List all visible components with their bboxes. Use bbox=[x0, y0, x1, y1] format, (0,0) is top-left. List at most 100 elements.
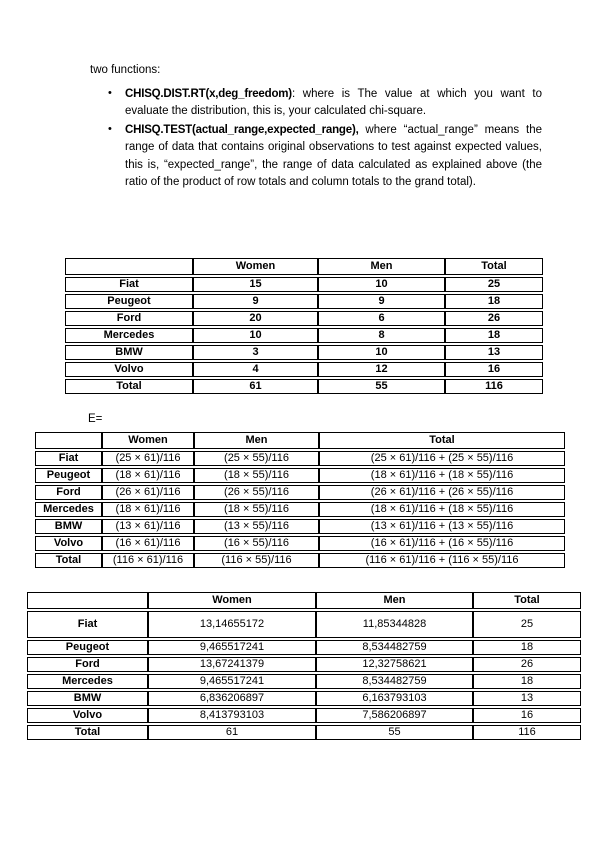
header-cell-men: Men bbox=[316, 592, 473, 609]
header-cell-men: Men bbox=[318, 258, 445, 275]
table-cell: (116 × 55)/116 bbox=[194, 553, 319, 568]
header-cell-total: Total bbox=[319, 432, 565, 449]
table-row: Peugeot 9 9 18 bbox=[65, 294, 543, 309]
header-cell bbox=[65, 258, 193, 275]
row-label: Fiat bbox=[65, 277, 193, 292]
table-cell: (18 × 55)/116 bbox=[194, 502, 319, 517]
function-list: • CHISQ.DIST.RT(x,deg_freedom): where is … bbox=[90, 86, 542, 192]
table-cell: 116 bbox=[473, 725, 581, 740]
table-cell: (116 × 61)/116 bbox=[102, 553, 194, 568]
header-cell-men: Men bbox=[194, 432, 319, 449]
table-cell: 10 bbox=[318, 345, 445, 360]
table-cell: (18 × 55)/116 bbox=[194, 468, 319, 483]
table-cell: 10 bbox=[318, 277, 445, 292]
table-row: BMW 3 10 13 bbox=[65, 345, 543, 360]
row-label: Fiat bbox=[27, 611, 148, 638]
table-cell: 116 bbox=[445, 379, 543, 394]
table-cell: 16 bbox=[473, 708, 581, 723]
table-row: Ford 20 6 26 bbox=[65, 311, 543, 326]
list-item-chisq-test: • CHISQ.TEST(actual_range,expected_range)… bbox=[108, 122, 542, 192]
table-cell: 16 bbox=[445, 362, 543, 377]
table-cell: 61 bbox=[193, 379, 318, 394]
table-cell: 7,586206897 bbox=[316, 708, 473, 723]
table-cell: 12 bbox=[318, 362, 445, 377]
table-cell: 6 bbox=[318, 311, 445, 326]
table-header-row: Women Men Total bbox=[65, 258, 543, 275]
table-cell: 18 bbox=[445, 328, 543, 343]
table-header-row: Women Men Total bbox=[27, 592, 581, 609]
table-row: Volvo 4 12 16 bbox=[65, 362, 543, 377]
table-cell: 9,465517241 bbox=[148, 674, 316, 689]
table-cell: 13 bbox=[473, 691, 581, 706]
table-cell: (26 × 61)/116 + (26 × 55)/116 bbox=[319, 485, 565, 500]
table-cell: 10 bbox=[193, 328, 318, 343]
table-row: BMW 6,836206897 6,163793103 13 bbox=[27, 691, 581, 706]
table-cell: 55 bbox=[316, 725, 473, 740]
table-row: Mercedes 9,465517241 8,534482759 18 bbox=[27, 674, 581, 689]
table-cell: (13 × 55)/116 bbox=[194, 519, 319, 534]
table-cell: 18 bbox=[473, 640, 581, 655]
expected-label: E= bbox=[88, 413, 103, 425]
table-cell: 18 bbox=[473, 674, 581, 689]
table-cell: (18 × 61)/116 bbox=[102, 468, 194, 483]
header-cell bbox=[27, 592, 148, 609]
table-cell: (18 × 61)/116 bbox=[102, 502, 194, 517]
bullet-icon: • bbox=[108, 122, 112, 135]
table-cell: (116 × 61)/116 + (116 × 55)/116 bbox=[319, 553, 565, 568]
function-name: CHISQ.TEST(actual_range,expected_range), bbox=[125, 123, 359, 136]
table-cell: 25 bbox=[445, 277, 543, 292]
table-cell: 4 bbox=[193, 362, 318, 377]
table-cell: 15 bbox=[193, 277, 318, 292]
table-cell: 26 bbox=[445, 311, 543, 326]
table-cell: (13 × 61)/116 bbox=[102, 519, 194, 534]
table-row: Fiat (25 × 61)/116 (25 × 55)/116 (25 × 6… bbox=[35, 451, 565, 466]
table-cell: 18 bbox=[445, 294, 543, 309]
row-label: Peugeot bbox=[27, 640, 148, 655]
table-cell: 3 bbox=[193, 345, 318, 360]
table-cell: 8,534482759 bbox=[316, 674, 473, 689]
table-cell: 6,836206897 bbox=[148, 691, 316, 706]
table-cell: 13,67241379 bbox=[148, 657, 316, 672]
table-cell: (25 × 61)/116 bbox=[102, 451, 194, 466]
table-cell: 12,32758621 bbox=[316, 657, 473, 672]
bullet-icon: • bbox=[108, 86, 112, 99]
table-cell: 13 bbox=[445, 345, 543, 360]
table-cell: (18 × 61)/116 + (18 × 55)/116 bbox=[319, 468, 565, 483]
table-cell: 8,534482759 bbox=[316, 640, 473, 655]
table-row: Ford (26 × 61)/116 (26 × 55)/116 (26 × 6… bbox=[35, 485, 565, 500]
row-label: Volvo bbox=[65, 362, 193, 377]
table-cell: (16 × 61)/116 + (16 × 55)/116 bbox=[319, 536, 565, 551]
table-cell: 9 bbox=[193, 294, 318, 309]
row-label: Ford bbox=[65, 311, 193, 326]
table-row: Peugeot (18 × 61)/116 (18 × 55)/116 (18 … bbox=[35, 468, 565, 483]
row-label: Mercedes bbox=[35, 502, 102, 517]
table-cell: 20 bbox=[193, 311, 318, 326]
table-cell: 25 bbox=[473, 611, 581, 638]
table-cell: 11,85344828 bbox=[316, 611, 473, 638]
table-row: BMW (13 × 61)/116 (13 × 55)/116 (13 × 61… bbox=[35, 519, 565, 534]
row-label: Volvo bbox=[35, 536, 102, 551]
header-cell-total: Total bbox=[445, 258, 543, 275]
table-row: Total (116 × 61)/116 (116 × 55)/116 (116… bbox=[35, 553, 565, 568]
row-label: Mercedes bbox=[27, 674, 148, 689]
table-cell: 6,163793103 bbox=[316, 691, 473, 706]
table-cell: 8 bbox=[318, 328, 445, 343]
table-cell: (16 × 55)/116 bbox=[194, 536, 319, 551]
table-cell: 26 bbox=[473, 657, 581, 672]
header-cell-women: Women bbox=[148, 592, 316, 609]
table-row: Mercedes (18 × 61)/116 (18 × 55)/116 (18… bbox=[35, 502, 565, 517]
table-row: Fiat 15 10 25 bbox=[65, 277, 543, 292]
function-name: CHISQ.DIST.RT(x,deg_freedom) bbox=[125, 87, 292, 100]
table-header-row: Women Men Total bbox=[35, 432, 565, 449]
table-row: Fiat 13,14655172 11,85344828 25 bbox=[27, 611, 581, 638]
function-description: where “actual_range” means the range of … bbox=[125, 123, 542, 189]
intro-section: two functions: • CHISQ.DIST.RT(x,deg_free… bbox=[90, 62, 542, 193]
table-cell: 55 bbox=[318, 379, 445, 394]
table-cell: (25 × 55)/116 bbox=[194, 451, 319, 466]
table-cell: 8,413793103 bbox=[148, 708, 316, 723]
table-cell: 13,14655172 bbox=[148, 611, 316, 638]
table-cell: (13 × 61)/116 + (13 × 55)/116 bbox=[319, 519, 565, 534]
table-cell: (25 × 61)/116 + (25 × 55)/116 bbox=[319, 451, 565, 466]
list-item-chisq-dist-rt: • CHISQ.DIST.RT(x,deg_freedom): where is … bbox=[108, 86, 542, 121]
